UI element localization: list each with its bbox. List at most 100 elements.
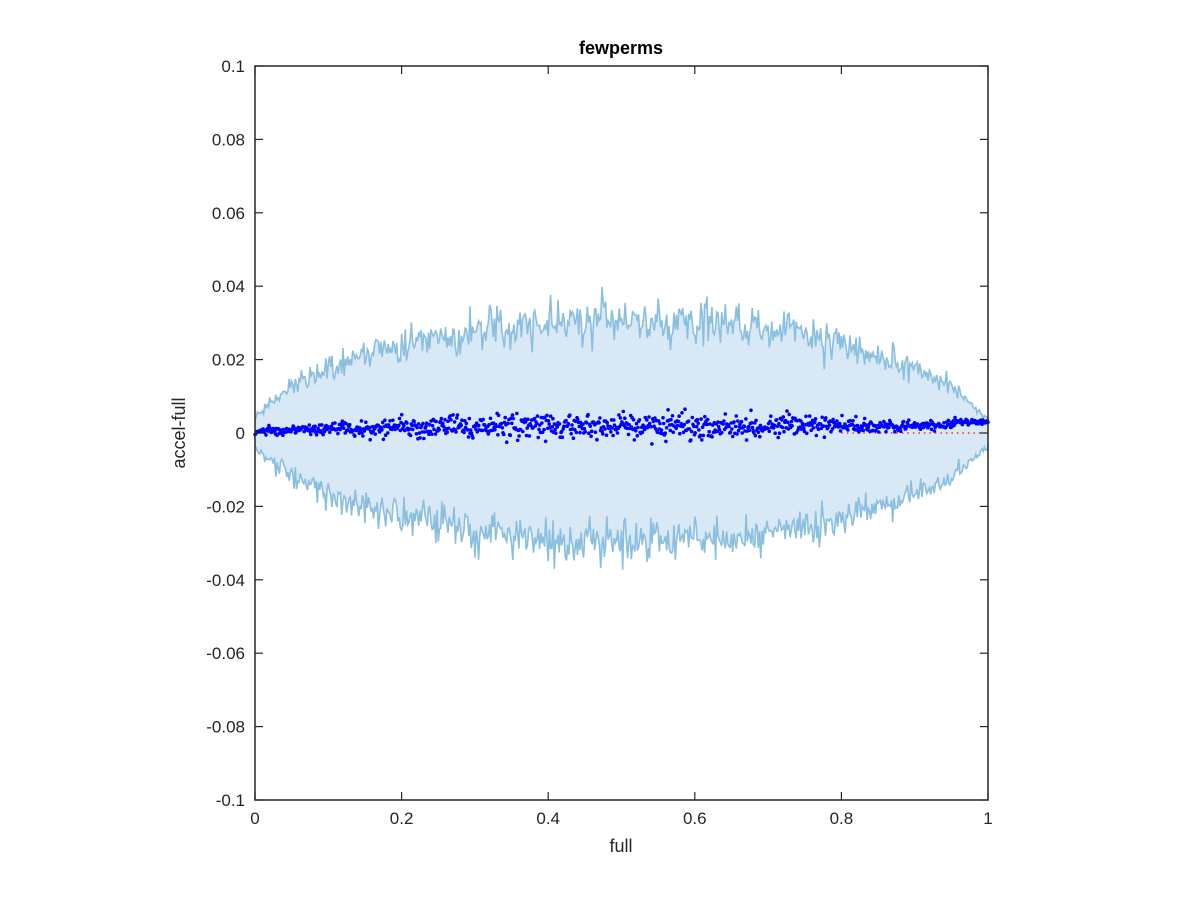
data-point <box>830 427 835 431</box>
data-point <box>758 434 762 439</box>
data-point <box>866 425 871 430</box>
data-point <box>677 414 681 419</box>
data-point <box>829 429 833 434</box>
data-point <box>416 422 421 426</box>
data-point <box>347 422 352 427</box>
y-tick-label: 0.08 <box>212 130 245 149</box>
data-point <box>361 434 365 438</box>
data-point <box>707 429 711 434</box>
data-point <box>452 420 457 424</box>
data-point <box>367 425 372 430</box>
data-point <box>780 418 784 422</box>
data-point <box>649 425 653 429</box>
data-point <box>397 416 402 421</box>
data-point <box>690 415 695 420</box>
data-point <box>758 423 763 428</box>
data-point <box>749 408 753 413</box>
data-point <box>661 416 665 420</box>
data-point <box>536 435 540 440</box>
data-point <box>313 424 318 429</box>
data-point <box>767 429 772 434</box>
chart-title: fewperms <box>579 38 663 58</box>
data-point <box>873 429 878 433</box>
data-point <box>609 430 613 434</box>
data-point <box>739 419 744 424</box>
data-point <box>460 418 464 423</box>
data-point <box>574 430 579 435</box>
data-point <box>769 414 773 419</box>
data-point <box>813 417 818 421</box>
data-point <box>586 412 590 417</box>
data-point <box>448 414 453 418</box>
data-point <box>623 416 627 421</box>
data-point <box>666 408 670 412</box>
y-tick-label: -0.04 <box>206 571 245 590</box>
data-point <box>645 418 649 422</box>
data-point <box>537 427 541 432</box>
data-point <box>752 430 756 435</box>
data-point <box>517 434 521 438</box>
data-point <box>781 415 786 419</box>
data-point <box>683 407 687 412</box>
data-point <box>342 426 346 431</box>
data-point <box>578 430 582 435</box>
x-axis-ticks: 0 0.2 0.4 0.6 0.8 1 <box>250 66 993 828</box>
data-point <box>777 431 782 436</box>
data-point <box>664 439 668 444</box>
data-point <box>455 413 460 417</box>
data-point <box>953 415 957 420</box>
y-tick-label: 0.1 <box>221 57 245 76</box>
data-point <box>705 417 710 422</box>
data-point <box>510 421 514 426</box>
data-point <box>656 430 660 435</box>
data-point <box>721 422 725 426</box>
data-point <box>747 428 752 433</box>
data-point <box>772 423 777 428</box>
data-point <box>432 427 436 432</box>
data-point <box>467 416 472 421</box>
data-point <box>427 422 432 427</box>
data-point <box>634 421 639 426</box>
data-point <box>414 432 419 436</box>
data-point <box>766 426 770 431</box>
data-point <box>410 423 414 428</box>
data-point <box>869 421 874 425</box>
data-point <box>852 424 857 428</box>
plot-area <box>253 286 990 570</box>
envelope-band <box>255 286 988 570</box>
data-point <box>418 436 422 440</box>
data-point <box>546 419 551 423</box>
data-point <box>820 415 824 420</box>
data-point <box>640 430 645 435</box>
data-point <box>471 436 475 440</box>
data-point <box>474 421 479 426</box>
data-point <box>357 431 362 436</box>
data-point <box>542 427 546 432</box>
data-point <box>524 433 529 438</box>
data-point <box>827 423 832 427</box>
x-axis-label: full <box>609 836 632 856</box>
data-point <box>499 421 504 426</box>
data-point <box>390 427 395 432</box>
data-point <box>675 423 680 428</box>
data-point <box>515 411 519 416</box>
data-point <box>405 421 409 425</box>
data-point <box>525 426 529 430</box>
data-point <box>918 427 923 432</box>
data-point <box>446 419 450 424</box>
data-point <box>697 428 701 432</box>
data-point <box>929 427 934 432</box>
data-point <box>813 419 817 424</box>
data-point <box>689 438 693 442</box>
data-point <box>508 433 513 438</box>
data-point <box>831 417 835 422</box>
data-point <box>466 428 470 432</box>
data-point <box>399 412 404 417</box>
data-point <box>824 416 828 420</box>
data-point <box>590 429 594 434</box>
data-point <box>838 429 843 433</box>
data-point <box>846 428 850 432</box>
data-point <box>535 414 540 418</box>
data-point <box>477 423 481 428</box>
